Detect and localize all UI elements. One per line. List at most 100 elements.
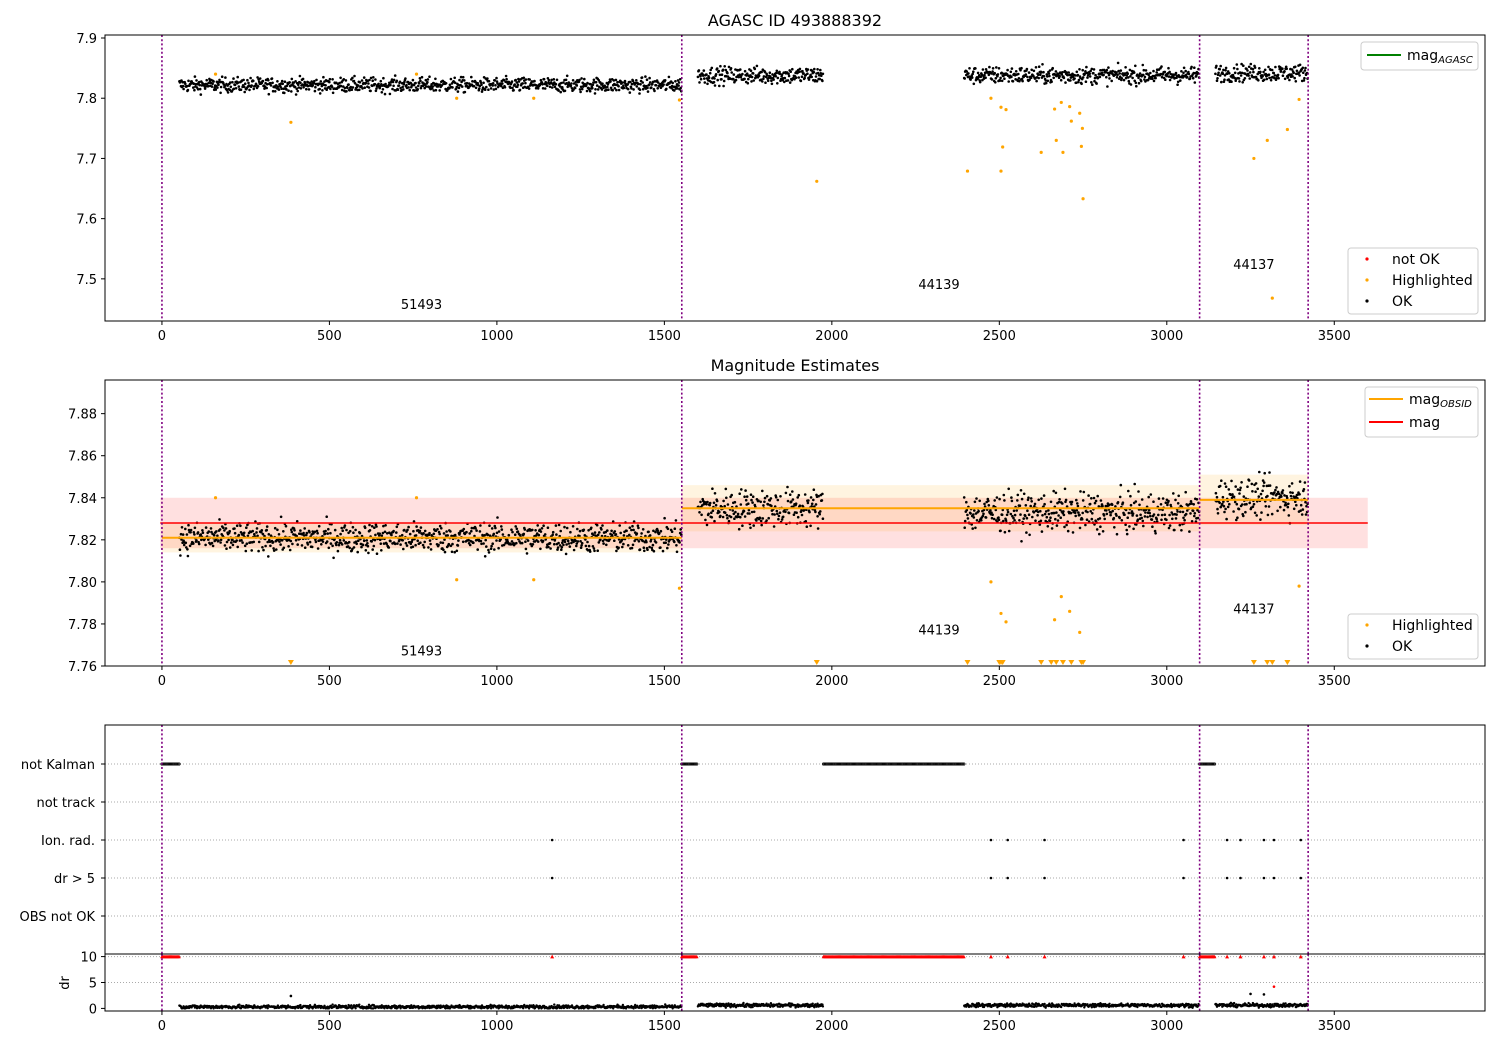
agasc-ok-point [635, 79, 638, 82]
estimates-ok-point [592, 533, 595, 537]
estimates-ok-point [1002, 493, 1006, 497]
estimates-ok-point [414, 543, 417, 547]
estimates-ok-point [1069, 511, 1073, 515]
agasc-ok-point [798, 70, 801, 74]
estimates-ok-point [768, 499, 772, 502]
agasc-ok-point [511, 86, 514, 90]
estimates-ok-point [340, 543, 344, 546]
estimates-ok-point [204, 543, 207, 547]
estimates-ok-point [592, 547, 596, 550]
agasc-ok-point [1254, 75, 1258, 79]
dr-point [522, 1007, 525, 1010]
agasc-ok-point [256, 76, 259, 79]
estimates-ok-point [379, 542, 383, 545]
estimates-ok-point [225, 547, 228, 550]
agasc-ok-point [353, 74, 356, 78]
agasc-ok-point [440, 84, 444, 87]
estimates-ok-point [295, 520, 299, 523]
agasc-ok-point [1123, 72, 1127, 75]
estimates-ok-point [366, 544, 370, 548]
agasc-ok-point [1134, 81, 1138, 85]
agasc-ok-point [1240, 62, 1243, 66]
estimates-ok-point [1256, 487, 1259, 491]
estimates-ok-point [723, 504, 726, 508]
estimates-ok-point [1227, 488, 1231, 491]
estimates-ok-point [260, 529, 264, 532]
estimates-ok-point [500, 528, 504, 531]
dr-point [553, 1003, 556, 1006]
estimates-ok-point [1174, 517, 1178, 520]
estimates-ok-point [257, 549, 260, 553]
agasc-highlighted-point [815, 179, 819, 183]
agasc-ok-point [392, 78, 396, 82]
agasc-ok-point [1139, 79, 1143, 83]
estimates-ok-point [1027, 496, 1030, 500]
estimates-ok-point [284, 524, 288, 528]
estimates-ok-point [1039, 509, 1042, 513]
estimates-ok-point [808, 510, 811, 514]
estimates-ok-point [565, 526, 569, 530]
estimates-ok-point [1176, 502, 1180, 505]
dr-point [724, 1006, 727, 1009]
estimates-ok-point [776, 498, 780, 502]
agasc-ok-point [613, 87, 617, 90]
agasc-ok-point [346, 86, 349, 90]
estimates-ok-point [1191, 509, 1195, 513]
estimates-ok-point [576, 527, 579, 531]
estimates-ok-point [438, 524, 442, 528]
estimates-ok-point [773, 513, 776, 516]
agasc-ok-point [1078, 68, 1081, 71]
agasc-ok-point [641, 87, 645, 91]
estimates-ok-point [563, 540, 567, 544]
agasc-ok-point [331, 78, 334, 81]
agasc-ok-point [1149, 71, 1152, 75]
dr-point [621, 1003, 625, 1007]
agasc-ok-point [505, 77, 508, 81]
agasc-ok-point [1273, 74, 1277, 77]
agasc-ok-point [799, 79, 803, 83]
estimates-ok-point [439, 541, 443, 544]
agasc-ok-point [539, 78, 543, 82]
agasc-ok-point [1168, 70, 1171, 74]
estimates-ok-point [487, 548, 490, 552]
agasc-ok-point [780, 73, 784, 76]
agasc-ok-point [434, 88, 438, 92]
agasc-ok-point [702, 69, 706, 72]
estimates-ok-point [966, 513, 969, 517]
agasc-ok-point [1042, 75, 1046, 78]
agasc-ok-point [970, 76, 974, 79]
agasc-ok-point [232, 77, 235, 80]
agasc-ok-point [580, 77, 583, 80]
estimates-ok-point [1026, 509, 1029, 512]
agasc-highlighted-point [1078, 111, 1082, 115]
agasc-ok-point [651, 82, 654, 86]
agasc-ok-point [675, 85, 678, 88]
agasc-ok-point [719, 64, 722, 68]
agasc-ok-point [1046, 79, 1050, 83]
estimates-ok-point [411, 538, 414, 542]
agasc-ok-point [516, 85, 519, 88]
agasc-ok-point [987, 73, 991, 77]
agasc-ok-point [1025, 67, 1029, 71]
agasc-ok-point [1237, 77, 1241, 80]
agasc-ok-point [1231, 73, 1235, 77]
agasc-ok-point [1028, 78, 1031, 81]
agasc-ok-point [472, 84, 476, 88]
estimates-ok-point [347, 531, 350, 535]
estimates-ok-point [378, 538, 382, 542]
agasc-ok-point [1223, 78, 1226, 81]
estimates-ok-point [254, 520, 257, 523]
agasc-ok-point [1174, 71, 1178, 75]
estimates-ok-point [704, 518, 707, 522]
agasc-ok-point [1143, 75, 1147, 79]
estimates-ok-point [1232, 495, 1236, 499]
estimates-ok-point [1281, 489, 1285, 492]
estimates-ok-point [640, 532, 643, 535]
estimates-ok-point [414, 534, 418, 537]
agasc-ok-point [1291, 75, 1294, 78]
agasc-ok-point [1290, 68, 1294, 71]
estimates-ok-point [325, 540, 329, 543]
agasc-legend-bottom-frame [1347, 247, 1479, 315]
estimates-ok-point [1011, 514, 1014, 518]
